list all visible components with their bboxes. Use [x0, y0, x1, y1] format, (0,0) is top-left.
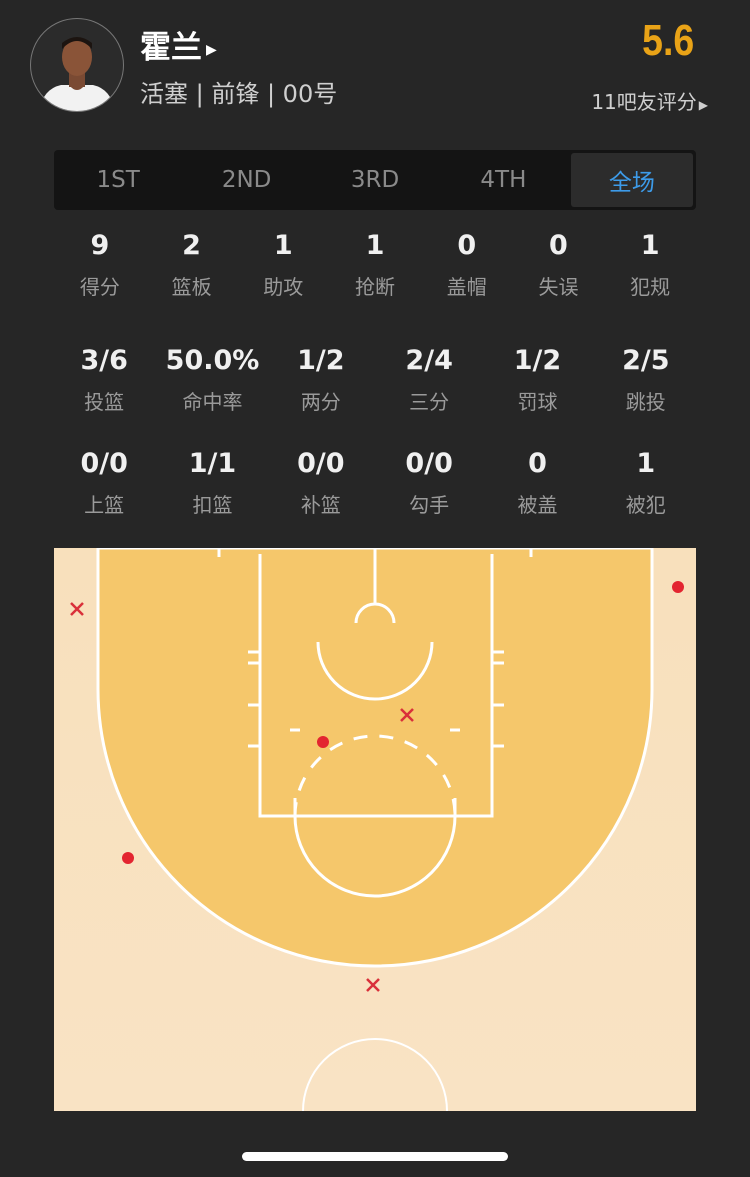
- shot-markers: [70, 581, 684, 992]
- tab-1st[interactable]: 1ST: [96, 167, 140, 193]
- free-throw-circle: [293, 798, 457, 898]
- stat-value: 1: [273, 230, 293, 261]
- player-info: 活塞 | 前锋 | 00号: [140, 80, 338, 108]
- stat-label: 助攻: [263, 275, 304, 299]
- stat-value: 0: [549, 230, 568, 261]
- stat-label: 被犯: [625, 493, 666, 517]
- stat-item: 0 失误: [513, 230, 605, 300]
- stat-label: 投篮: [84, 390, 125, 414]
- stat-label: 上篮: [84, 493, 125, 517]
- stat-label: 补篮: [300, 493, 341, 517]
- stat-item: 9 得分: [54, 230, 146, 300]
- center-circle: [302, 1038, 448, 1111]
- stat-value: 2/4: [405, 345, 453, 376]
- stat-item: 1/2 两分: [267, 345, 375, 415]
- three-point-line: [96, 548, 654, 968]
- shot-chart-court: [54, 548, 696, 1111]
- stat-item: 2/4 三分: [375, 345, 483, 415]
- caret-right-icon: ▶: [698, 98, 708, 112]
- stat-value: 1/2: [297, 345, 345, 376]
- restricted-area: [316, 641, 434, 701]
- stat-label: 扣篮: [192, 493, 233, 517]
- stat-label: 犯规: [630, 275, 671, 299]
- stat-label: 命中率: [182, 390, 243, 414]
- shooting-stats-row: 3/6 投篮 50.0% 命中率 1/2 两分 2/4 三分 1/2 罚球 2/5 跳投: [50, 345, 700, 415]
- lane-hash-marks: [248, 650, 504, 748]
- rating-link[interactable]: 11吧友评分 ▶: [591, 86, 708, 115]
- missed-shot-marker: [400, 708, 414, 722]
- rating-score: 5.6: [642, 16, 694, 65]
- stat-item: 3/6 投篮: [50, 345, 158, 415]
- stat-value: 2: [182, 230, 201, 261]
- home-indicator[interactable]: [242, 1152, 508, 1161]
- stat-label: 三分: [409, 390, 450, 414]
- player-name: 霍兰: [140, 30, 202, 66]
- stat-value: 2/5: [622, 345, 670, 376]
- stat-label: 盖帽: [446, 275, 487, 299]
- made-shot-marker: [672, 581, 684, 593]
- made-shot-marker: [122, 852, 134, 864]
- stat-item: 2 篮板: [146, 230, 238, 300]
- stat-value: 0: [457, 230, 477, 261]
- missed-shot-marker: [70, 602, 84, 616]
- stat-label: 被盖: [517, 493, 558, 517]
- player-avatar[interactable]: [30, 18, 124, 112]
- caret-right-icon: ▶: [206, 41, 217, 58]
- stat-value: 9: [90, 230, 110, 261]
- stat-label: 抢断: [355, 275, 396, 299]
- stat-item: 0/0 上篮: [50, 448, 158, 518]
- stat-item: 1 被犯: [592, 448, 700, 518]
- tab-3rd[interactable]: 3RD: [350, 167, 400, 193]
- stat-item: 1 犯规: [604, 230, 696, 300]
- stat-label: 失误: [538, 275, 579, 299]
- period-tabs: 1ST 2ND 3RD 4TH 全场: [54, 150, 696, 210]
- stat-value: 0/0: [297, 448, 345, 479]
- made-shot-marker: [317, 736, 329, 748]
- shot-type-stats-row: 0/0 上篮 1/1 扣篮 0/0 补篮 0/0 勾手 0 被盖 1 被犯: [50, 448, 700, 518]
- stat-label: 罚球: [517, 390, 558, 414]
- tab-full-game[interactable]: 全场: [570, 153, 694, 207]
- stat-item: 1 助攻: [237, 230, 329, 300]
- missed-shot-marker: [366, 978, 380, 992]
- stat-value: 3/6: [80, 345, 128, 376]
- stat-item: 0/0 补篮: [267, 448, 375, 518]
- stat-item: 1/1 扣篮: [158, 448, 266, 518]
- rating-label: 11吧友评分: [591, 90, 697, 114]
- stat-item: 1 抢断: [329, 230, 421, 300]
- stat-value: 1: [365, 230, 385, 261]
- stat-value: 1: [640, 230, 660, 261]
- stat-item: 2/5 跳投: [592, 345, 700, 415]
- stat-item: 0/0 勾手: [375, 448, 483, 518]
- free-throw-circle-dashed: [293, 734, 457, 817]
- basket: [354, 602, 396, 624]
- stat-label: 得分: [79, 275, 120, 299]
- tab-2nd[interactable]: 2ND: [221, 167, 272, 193]
- paint-lane: [258, 554, 494, 818]
- stat-value: 1/2: [513, 345, 562, 376]
- player-photo: [39, 37, 115, 111]
- stat-item: 1/2 罚球: [483, 345, 591, 415]
- stat-item: 0 盖帽: [421, 230, 513, 300]
- stat-value: 0: [528, 448, 547, 479]
- stat-value: 1: [636, 448, 656, 479]
- stat-value: 1/1: [188, 448, 237, 479]
- stat-label: 跳投: [625, 390, 666, 414]
- player-name-link[interactable]: 霍兰 ▶: [140, 22, 217, 67]
- basic-stats-row: 9 得分 2 篮板 1 助攻 1 抢断 0 盖帽 0 失误 1 犯规: [54, 230, 696, 300]
- stat-label: 两分: [300, 390, 341, 414]
- stat-value: 0/0: [80, 448, 128, 479]
- stat-label: 篮板: [171, 275, 212, 299]
- stat-item: 0 被盖: [483, 448, 591, 518]
- stat-label: 勾手: [409, 493, 450, 517]
- stat-item: 50.0% 命中率: [158, 345, 266, 415]
- stat-value: 0/0: [405, 448, 453, 479]
- tab-4th[interactable]: 4TH: [480, 167, 527, 193]
- stat-value: 50.0%: [165, 345, 260, 376]
